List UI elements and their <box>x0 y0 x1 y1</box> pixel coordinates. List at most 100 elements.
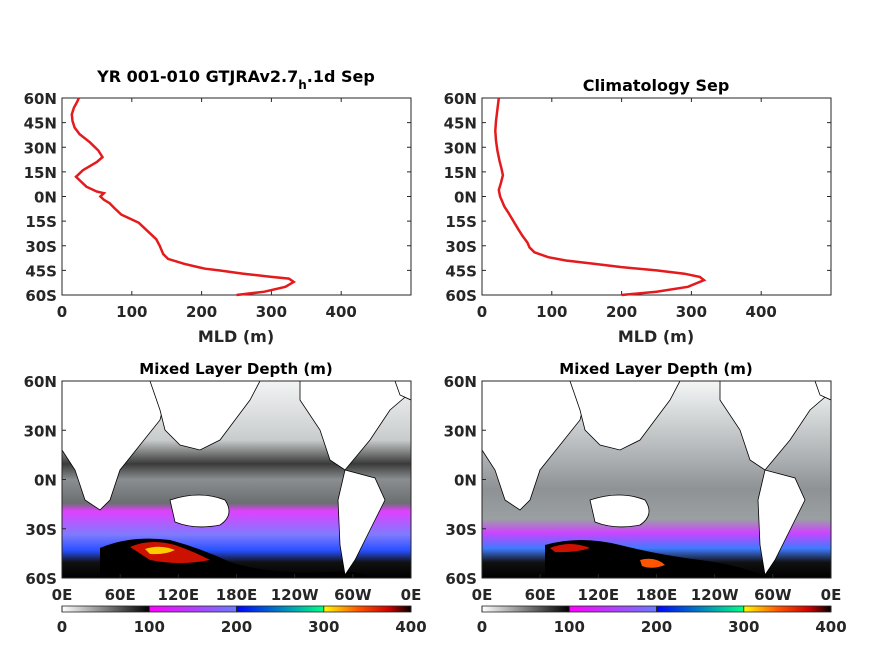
map-right-xtick-label: 0E <box>821 586 842 604</box>
map-right-xtick-label: 60W <box>754 586 792 604</box>
profile-right-ytick-label: 60N <box>444 90 477 108</box>
profile-left-ytick-label: 45S <box>25 262 57 280</box>
map-left-colorbar-tick-label: 300 <box>308 618 339 636</box>
profile-left-yticks: 60N 45N 30N 15N 0N 15S 30S 45S 60S <box>24 90 411 305</box>
map-left-ytick-label: 0N <box>34 472 57 490</box>
map-right-xtick-label: 0E <box>472 586 493 604</box>
profile-left-xticks: 0 100 200 300 400 <box>57 98 357 321</box>
map-right-xtick-label: 120E <box>578 586 620 604</box>
map-right-colorbar: 0 100 200 300 400 <box>477 605 847 636</box>
map-right-field <box>482 381 831 578</box>
profile-right-xtick-label: 400 <box>746 303 777 321</box>
map-right-land-asia <box>569 381 681 451</box>
map-right-land-namerica <box>719 381 831 471</box>
profile-right-yticks: 60N 45N 30N 15N 0N 15S 30S 45S 60S <box>444 90 831 305</box>
profile-left-xtick-label: 400 <box>326 303 357 321</box>
profile-left-ytick-label: 45N <box>24 115 57 133</box>
profile-right-ytick-label: 15N <box>444 164 477 182</box>
map-left-colorbar-tick-label: 400 <box>395 618 426 636</box>
map-left-xticks: 0E 60E 120E 180E 120W 60W 0E <box>52 574 421 604</box>
profile-right-xtick-label: 200 <box>606 303 637 321</box>
map-right-xtick-label: 60E <box>525 586 556 604</box>
map-right-ytick-label: 60N <box>444 373 477 391</box>
map-right-xtick-label: 120W <box>691 586 739 604</box>
map-left-land-namerica <box>299 381 411 471</box>
map-left-hot-core <box>130 541 210 563</box>
map-right-hot-band <box>545 540 770 578</box>
profile-left-axes <box>61 97 412 296</box>
profile-left-xlabel: MLD (m) <box>198 327 274 346</box>
map-left-colorbar-ticks: 0 100 200 300 400 <box>57 606 427 636</box>
profile-right-axes <box>481 97 832 296</box>
map-left-colorbar-tick-label: 100 <box>134 618 165 636</box>
map-left-land-samerica <box>337 469 386 577</box>
map-left-ytick-label: 30S <box>25 521 57 539</box>
profile-right-ytick-label: 30N <box>444 139 477 157</box>
profile-right-ytick-label: 45S <box>445 262 477 280</box>
profile-right-xtick-label: 100 <box>536 303 567 321</box>
map-left-colorbar-tick-label: 200 <box>221 618 252 636</box>
profile-right-xlabel: MLD (m) <box>618 327 694 346</box>
profile-right-ytick-label: 45N <box>444 115 477 133</box>
map-left-land-greenland <box>394 381 411 401</box>
map-left-xtick-label: 120E <box>158 586 200 604</box>
map-right-land-greenland <box>814 381 831 401</box>
profile-right-xtick-label: 300 <box>676 303 707 321</box>
map-left-field <box>62 381 411 578</box>
map-left-xtick-label: 60W <box>334 586 372 604</box>
map-right-land-australia <box>589 494 650 528</box>
map-right-xticks: 0E 60E 120E 180E 120W 60W 0E <box>472 574 842 604</box>
map-left-ytick-label: 60S <box>25 570 57 588</box>
map-right-colorbar-tick-label: 100 <box>554 618 585 636</box>
map-left-xtick-label: 0E <box>52 586 73 604</box>
map-left-ytick-label: 30N <box>24 422 57 440</box>
profile-right-xticks: 0 100 200 300 400 <box>477 98 777 321</box>
map-right-colorbar-tick-label: 0 <box>477 618 487 636</box>
profile-left-title-rest: .1d Sep <box>307 67 375 86</box>
map-left-yticks: 60N 30N 0N 30S 60S <box>24 373 66 588</box>
map-left-ytick-label: 60N <box>24 373 57 391</box>
profile-panel-left: YR 001-010 GTJRAv2.7h.1d Sep 60N 45N 30N 15… <box>24 67 412 346</box>
map-right-colorbar-tick-label: 300 <box>728 618 759 636</box>
map-right-yticks: 60N 30N 0N 30S 60S <box>444 373 486 588</box>
map-right-title: Mixed Layer Depth (m) <box>559 360 752 378</box>
profile-left-title-sub: h <box>298 78 307 92</box>
map-left-colorbar: 0 100 200 300 400 <box>57 605 427 636</box>
map-right-colorbar-ticks: 0 100 200 300 400 <box>477 606 847 636</box>
map-right-land-samerica <box>757 469 806 577</box>
profile-left-xtick-label: 200 <box>186 303 217 321</box>
profile-right-ytick-label: 30S <box>445 238 477 256</box>
profile-left-ytick-label: 60S <box>25 287 57 305</box>
profile-left-title: YR 001-010 GTJRAv2.7h.1d Sep <box>96 67 375 92</box>
profile-right-ytick-label: 60S <box>445 287 477 305</box>
profile-left-xtick-label: 100 <box>116 303 147 321</box>
map-right-ytick-label: 0N <box>454 472 477 490</box>
map-right-ytick-label: 30S <box>445 521 477 539</box>
profile-left-ytick-label: 30N <box>24 139 57 157</box>
map-left-title: Mixed Layer Depth (m) <box>139 360 332 378</box>
profile-left-xtick-label: 300 <box>256 303 287 321</box>
profile-left-ytick-label: 30S <box>25 238 57 256</box>
map-left-xtick-label: 120W <box>271 586 319 604</box>
map-left-xtick-label: 60E <box>105 586 136 604</box>
map-right-colorbar-tick-label: 400 <box>815 618 846 636</box>
map-left-xtick-label: 180E <box>216 586 258 604</box>
profile-left-ytick-label: 15S <box>25 213 57 231</box>
profile-right-series-line <box>494 97 707 297</box>
profile-right-ytick-label: 15S <box>445 213 477 231</box>
map-left-land-asia <box>149 381 261 451</box>
profile-left-series-line <box>70 97 297 297</box>
profile-right-title: Climatology Sep <box>583 76 730 95</box>
profile-left-ytick-label: 60N <box>24 90 57 108</box>
map-left-colorbar-tick-label: 0 <box>57 618 67 636</box>
profile-right-ytick-label: 0N <box>454 189 477 207</box>
map-right-colorbar-tick-label: 200 <box>641 618 672 636</box>
profile-left-ytick-label: 15N <box>24 164 57 182</box>
profile-right-xtick-label: 0 <box>477 303 487 321</box>
map-left-land-australia <box>169 494 230 528</box>
map-right-xtick-label: 180E <box>636 586 678 604</box>
map-right-ytick-label: 60S <box>445 570 477 588</box>
